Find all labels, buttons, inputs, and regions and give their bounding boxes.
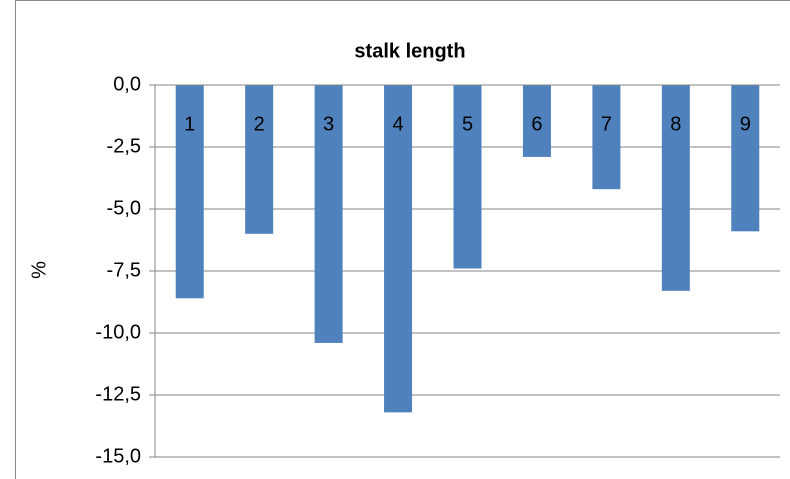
chart-title: stalk length: [354, 40, 465, 62]
y-tick-label: -2,5: [107, 135, 141, 157]
x-tick-label: 1: [184, 113, 195, 135]
x-tick-label: 2: [254, 113, 265, 135]
y-tick-label: -7,5: [107, 259, 141, 281]
y-tick-label: -12,5: [95, 383, 141, 405]
y-tick-label: -15,0: [95, 445, 141, 467]
bar: [314, 85, 343, 343]
x-tick-label: 6: [531, 113, 542, 135]
bar: [453, 85, 482, 269]
y-tick-label: -5,0: [107, 197, 141, 219]
x-tick-label: 3: [323, 113, 334, 135]
y-axis-label: %: [28, 261, 50, 279]
bar: [384, 85, 413, 413]
x-tick-label: 5: [462, 113, 473, 135]
bar: [661, 85, 690, 291]
bar: [731, 85, 760, 232]
x-tick-label: 8: [670, 113, 681, 135]
y-tick-label: 0,0: [113, 73, 141, 95]
y-tick-label: -10,0: [95, 321, 141, 343]
bar: [522, 85, 551, 157]
bar: [175, 85, 204, 299]
x-tick-label: 9: [740, 113, 751, 135]
x-tick-label: 7: [601, 113, 612, 135]
bar: [592, 85, 621, 190]
bar: [245, 85, 274, 234]
x-tick-label: 4: [392, 113, 403, 135]
